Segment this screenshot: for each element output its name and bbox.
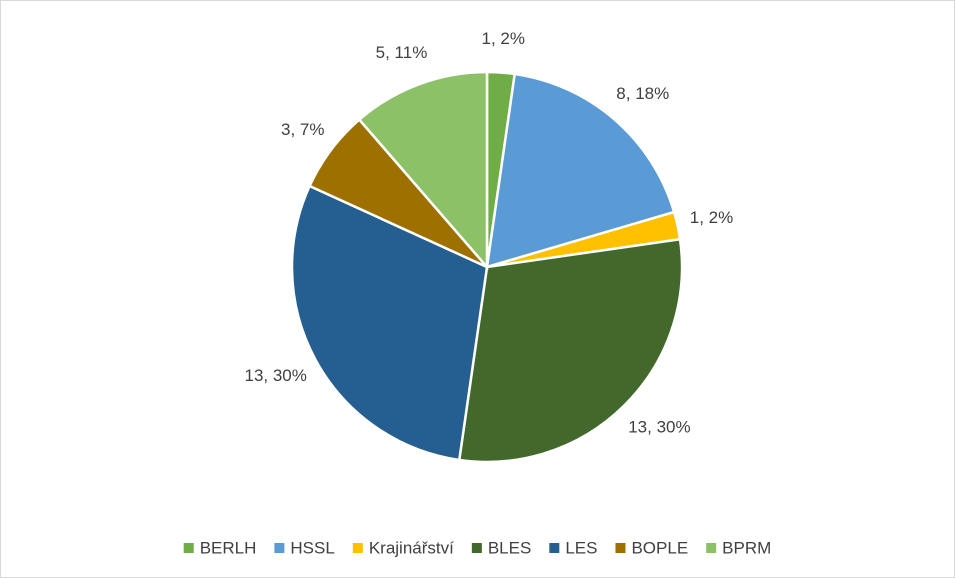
- data-label: 3, 7%: [281, 120, 324, 139]
- data-label: 13, 30%: [628, 418, 690, 437]
- legend-swatch: [549, 543, 560, 553]
- pie-slice: [290, 184, 489, 462]
- data-label: 8, 18%: [616, 84, 669, 103]
- data-label: 13, 30%: [244, 366, 306, 385]
- legend-label: BLES: [488, 538, 531, 557]
- legend-swatch: [274, 543, 285, 553]
- pie-slice: [485, 72, 676, 269]
- legend-label: Krajinářství: [369, 538, 454, 557]
- legend-label: BERLH: [200, 538, 257, 557]
- legend-swatch: [352, 543, 363, 553]
- legend-swatch: [183, 543, 194, 553]
- legend-label: BPRM: [722, 538, 771, 557]
- pie-slice: [357, 70, 489, 271]
- legend-swatch: [706, 543, 717, 553]
- legend-swatch: [471, 543, 482, 553]
- data-label: 5, 11%: [376, 43, 428, 62]
- data-label: 1, 2%: [690, 208, 733, 227]
- legend-label: LES: [565, 538, 597, 557]
- pie-slice: [457, 237, 684, 464]
- legend-swatch: [615, 543, 626, 553]
- legend-label: BOPLE: [631, 538, 688, 557]
- legend-label: HSSL: [290, 538, 334, 557]
- data-label: 1, 2%: [482, 29, 525, 48]
